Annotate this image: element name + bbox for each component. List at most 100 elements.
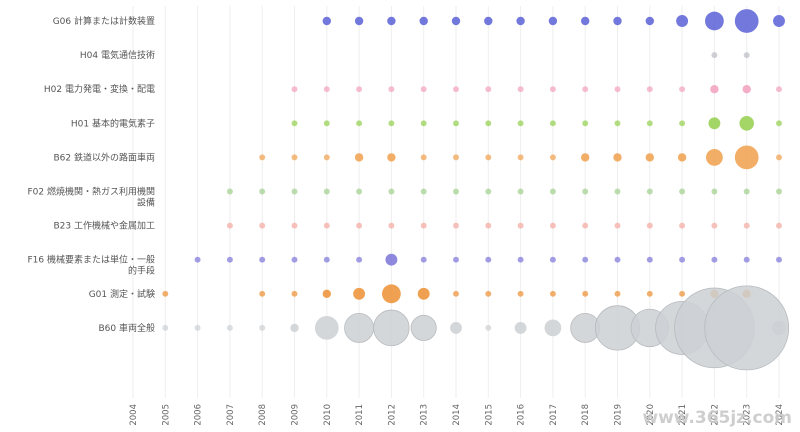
bubble-f02-2021 xyxy=(679,188,686,195)
bubble-f02-2023 xyxy=(743,188,750,195)
bubble-h01-2015 xyxy=(485,120,492,127)
bubble-g01-2017 xyxy=(549,290,556,297)
bubble-h02-2017 xyxy=(549,86,556,93)
bubble-h01-2012 xyxy=(388,120,395,127)
year-label-2022: 2022 xyxy=(710,404,720,426)
bubble-g06-2010 xyxy=(322,16,331,26)
bubble-f16-2010 xyxy=(323,256,330,263)
bubble-b62-2022 xyxy=(706,149,723,166)
year-label-2012: 2012 xyxy=(387,404,397,426)
bubble-f16-2009 xyxy=(291,256,298,263)
bubble-f16-2013 xyxy=(420,256,427,263)
year-label-2018: 2018 xyxy=(581,404,591,426)
bubble-f16-2015 xyxy=(485,256,492,263)
bubble-g06-2021 xyxy=(676,15,689,27)
bubble-h02-2009 xyxy=(291,86,298,93)
bubble-b60-2006 xyxy=(194,324,201,331)
row-label-h02: H02 電力発電・変換・配電 xyxy=(44,83,155,95)
bubble-h02-2014 xyxy=(453,86,459,93)
bubble-f02-2017 xyxy=(549,188,556,195)
bubble-g01-2011 xyxy=(353,287,366,300)
bubble-f02-2012 xyxy=(388,188,395,195)
bubble-h01-2016 xyxy=(517,120,524,127)
bubble-g01-2018 xyxy=(582,290,589,297)
year-label-2020: 2020 xyxy=(646,404,656,426)
year-label-2013: 2013 xyxy=(420,404,430,426)
year-label-2004: 2004 xyxy=(129,404,139,426)
bubble-b23-2015 xyxy=(485,222,492,229)
bubble-g06-2014 xyxy=(451,16,461,26)
row-label-h01: H01 基本的電気素子 xyxy=(71,117,155,129)
bubble-f02-2010 xyxy=(323,188,330,195)
bubble-b62-2012 xyxy=(387,153,396,162)
bubble-b60-2017 xyxy=(544,319,562,337)
bubble-h02-2011 xyxy=(356,86,363,93)
bubble-b60-2024 xyxy=(771,320,787,336)
bubble-f02-2019 xyxy=(614,188,621,195)
bubble-g06-2012 xyxy=(387,16,396,26)
bubble-h02-2013 xyxy=(420,86,427,93)
row-label-b62: B62 鉄道以外の路面車両 xyxy=(54,151,156,163)
bubble-b60-2013 xyxy=(410,314,437,341)
bubble-h01-2017 xyxy=(549,120,556,127)
bubble-f02-2014 xyxy=(453,188,459,195)
row-label-h04: H04 電気通信技術 xyxy=(80,49,155,61)
bubble-h02-2022 xyxy=(710,85,719,94)
year-label-2010: 2010 xyxy=(323,404,333,426)
bubble-f16-2011 xyxy=(356,256,363,263)
bubble-b62-2023 xyxy=(734,145,759,170)
bubble-h02-2024 xyxy=(776,86,782,93)
bubble-b23-2010 xyxy=(323,222,330,229)
bubble-b60-2011 xyxy=(344,312,375,343)
bubble-b60-2010 xyxy=(314,316,339,340)
bubble-h01-2020 xyxy=(646,120,653,127)
bubble-h01-2013 xyxy=(420,120,427,127)
bubble-b23-2019 xyxy=(614,222,621,229)
bubble-f16-2006 xyxy=(194,256,201,263)
bubble-b23-2016 xyxy=(517,222,524,229)
year-label-2008: 2008 xyxy=(258,404,268,426)
bubble-f02-2018 xyxy=(582,188,589,195)
bubble-f16-2018 xyxy=(582,256,589,263)
bubble-g01-2019 xyxy=(614,290,621,297)
bubble-b23-2024 xyxy=(776,222,782,229)
bubble-h02-2019 xyxy=(614,86,621,93)
bubble-b60-2007 xyxy=(226,324,233,331)
bubble-f16-2007 xyxy=(226,256,233,263)
bubble-g06-2017 xyxy=(548,16,558,26)
bubble-f16-2021 xyxy=(679,256,686,263)
bubble-g06-2016 xyxy=(516,16,525,26)
bubble-f02-2013 xyxy=(420,188,427,195)
year-label-2024: 2024 xyxy=(775,404,785,426)
bubble-f16-2014 xyxy=(453,256,459,263)
bubble-b60-2023 xyxy=(704,285,790,371)
bubble-h01-2019 xyxy=(614,120,621,127)
bubble-g01-2005 xyxy=(162,290,169,297)
year-label-2009: 2009 xyxy=(291,404,301,426)
year-label-2007: 2007 xyxy=(226,404,236,426)
bubble-g01-2009 xyxy=(291,290,298,297)
bubble-b23-2020 xyxy=(646,222,653,229)
bubble-f16-2008 xyxy=(259,256,266,263)
bubble-b62-2021 xyxy=(677,153,687,162)
year-label-2016: 2016 xyxy=(517,404,527,426)
bubble-b62-2014 xyxy=(453,154,459,161)
bubble-f02-2009 xyxy=(291,188,298,195)
bubble-h01-2014 xyxy=(453,120,459,127)
bubble-h01-2018 xyxy=(582,120,589,127)
bubble-b60-2014 xyxy=(450,321,462,334)
bubble-b23-2021 xyxy=(679,222,686,229)
bubble-h02-2015 xyxy=(485,86,492,93)
row-label-g01: G01 測定・試験 xyxy=(89,288,155,300)
bubble-b60-2016 xyxy=(514,321,527,334)
row-label-f02: F02 燃焼機関・熱ガス利用機関設備 xyxy=(28,186,156,209)
bubble-g06-2024 xyxy=(773,15,785,27)
bubble-g06-2020 xyxy=(645,16,654,26)
watermark-text: www.365jz.com xyxy=(642,408,792,428)
bubble-g01-2016 xyxy=(517,290,524,297)
bubble-h01-2011 xyxy=(356,120,363,127)
year-label-2014: 2014 xyxy=(452,404,462,426)
row-label-b60: B60 車両全般 xyxy=(99,322,156,334)
bubble-f02-2024 xyxy=(776,188,782,195)
